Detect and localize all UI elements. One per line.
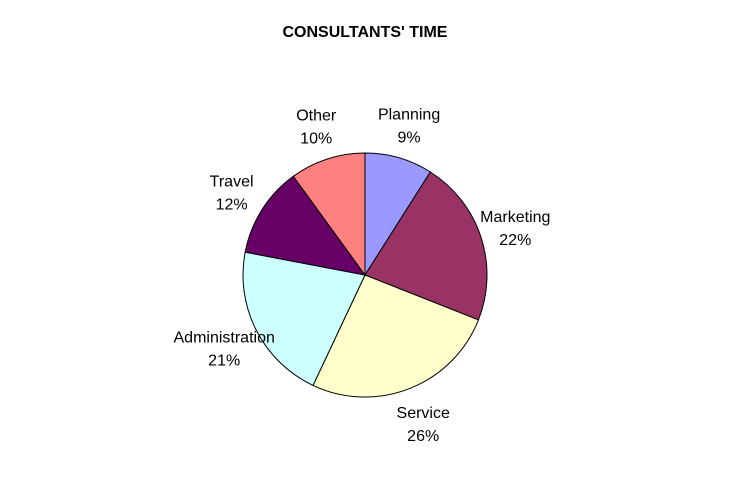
pie-slice-administration <box>242 251 366 387</box>
pie-slices <box>242 152 488 398</box>
pie-slice-other <box>292 152 366 277</box>
slice-name: Administration <box>174 330 275 347</box>
slice-label-travel: Travel 12% <box>210 173 254 213</box>
slice-percent: 12% <box>216 196 248 213</box>
slice-name: Travel <box>210 173 254 190</box>
slice-percent: 22% <box>499 232 531 249</box>
slice-name: Marketing <box>480 209 550 226</box>
slice-percent: 9% <box>398 129 421 146</box>
slice-name: Other <box>296 108 337 125</box>
pie-slice-travel <box>244 175 367 276</box>
slice-percent: 21% <box>208 353 240 370</box>
slice-name: Service <box>397 405 450 422</box>
slice-label-marketing: Marketing 22% <box>480 209 550 249</box>
slice-name: Planning <box>378 106 440 123</box>
slice-label-administration: Administration 21% <box>174 330 275 370</box>
slice-percent: 26% <box>407 428 439 445</box>
chart-title: CONSULTANTS' TIME <box>283 24 448 41</box>
slice-percent: 10% <box>300 131 332 148</box>
pie-labels: Planning 9% Marketing 22% Service 26% Administ… <box>174 106 551 445</box>
slice-label-other: Other 10% <box>296 108 337 148</box>
slice-label-service: Service 26% <box>397 405 450 445</box>
pie-slice-service <box>312 274 480 398</box>
pie-slice-marketing <box>364 171 488 321</box>
slice-label-planning: Planning 9% <box>378 106 440 146</box>
